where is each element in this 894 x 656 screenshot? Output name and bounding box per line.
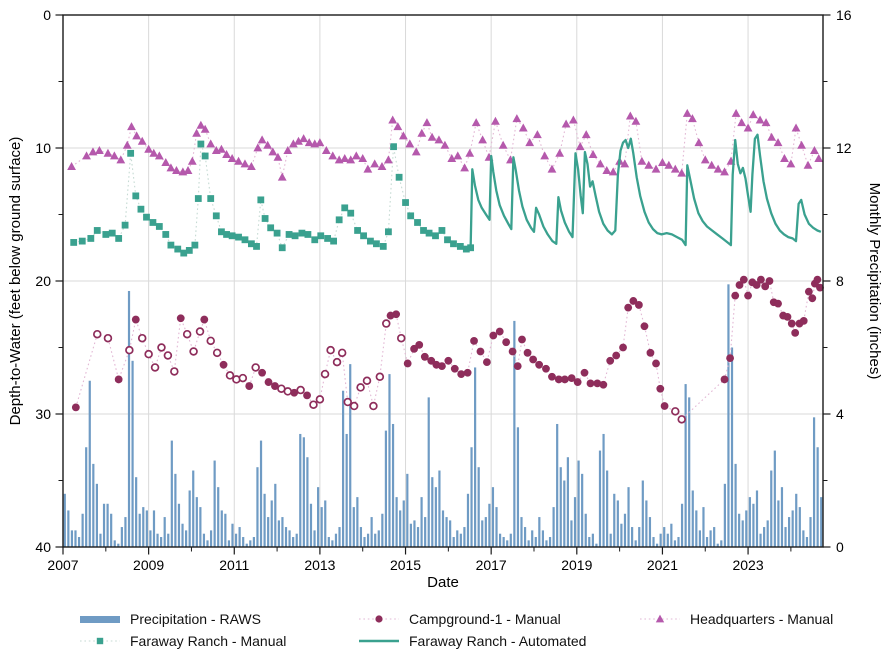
- svg-text:2015: 2015: [390, 557, 421, 573]
- x-axis-title: Date: [427, 574, 459, 591]
- svg-text:8: 8: [836, 273, 844, 289]
- svg-text:2011: 2011: [219, 557, 249, 573]
- svg-text:4: 4: [836, 406, 844, 422]
- y-axis-left-title: Depth-to-Water (feet below ground surfac…: [7, 136, 24, 426]
- svg-text:2021: 2021: [647, 557, 678, 573]
- svg-text:12: 12: [836, 140, 852, 156]
- gridlines: [63, 15, 823, 547]
- svg-text:20: 20: [35, 273, 51, 289]
- series-precipitation-raws: [63, 284, 823, 547]
- svg-text:0: 0: [836, 539, 844, 555]
- svg-text:2023: 2023: [732, 557, 763, 573]
- svg-text:40: 40: [35, 539, 51, 555]
- y-axis-right-title: Monthly Precipitation (inches): [866, 182, 883, 380]
- y-axis-right: 0 4 8 12 16: [823, 7, 852, 555]
- series-headquarters-manual: [67, 108, 824, 181]
- series-faraway-ranch-automated: [469, 133, 822, 250]
- svg-text:2017: 2017: [476, 557, 507, 573]
- svg-text:2009: 2009: [133, 557, 164, 573]
- svg-text:2019: 2019: [561, 557, 592, 573]
- svg-text:2013: 2013: [304, 557, 335, 573]
- svg-text:2007: 2007: [47, 557, 78, 573]
- series-campground-1-manual: [71, 275, 824, 424]
- svg-text:0: 0: [43, 7, 51, 23]
- svg-text:16: 16: [836, 7, 852, 23]
- y-axis-left: 0 10 20 30 40: [35, 7, 63, 555]
- x-axis: 2007 2009 2011 2013 2015 2017 2019 2021 2023: [47, 547, 792, 573]
- svg-text:30: 30: [35, 406, 51, 422]
- series-faraway-ranch-manual: [70, 140, 475, 257]
- svg-text:10: 10: [35, 140, 51, 156]
